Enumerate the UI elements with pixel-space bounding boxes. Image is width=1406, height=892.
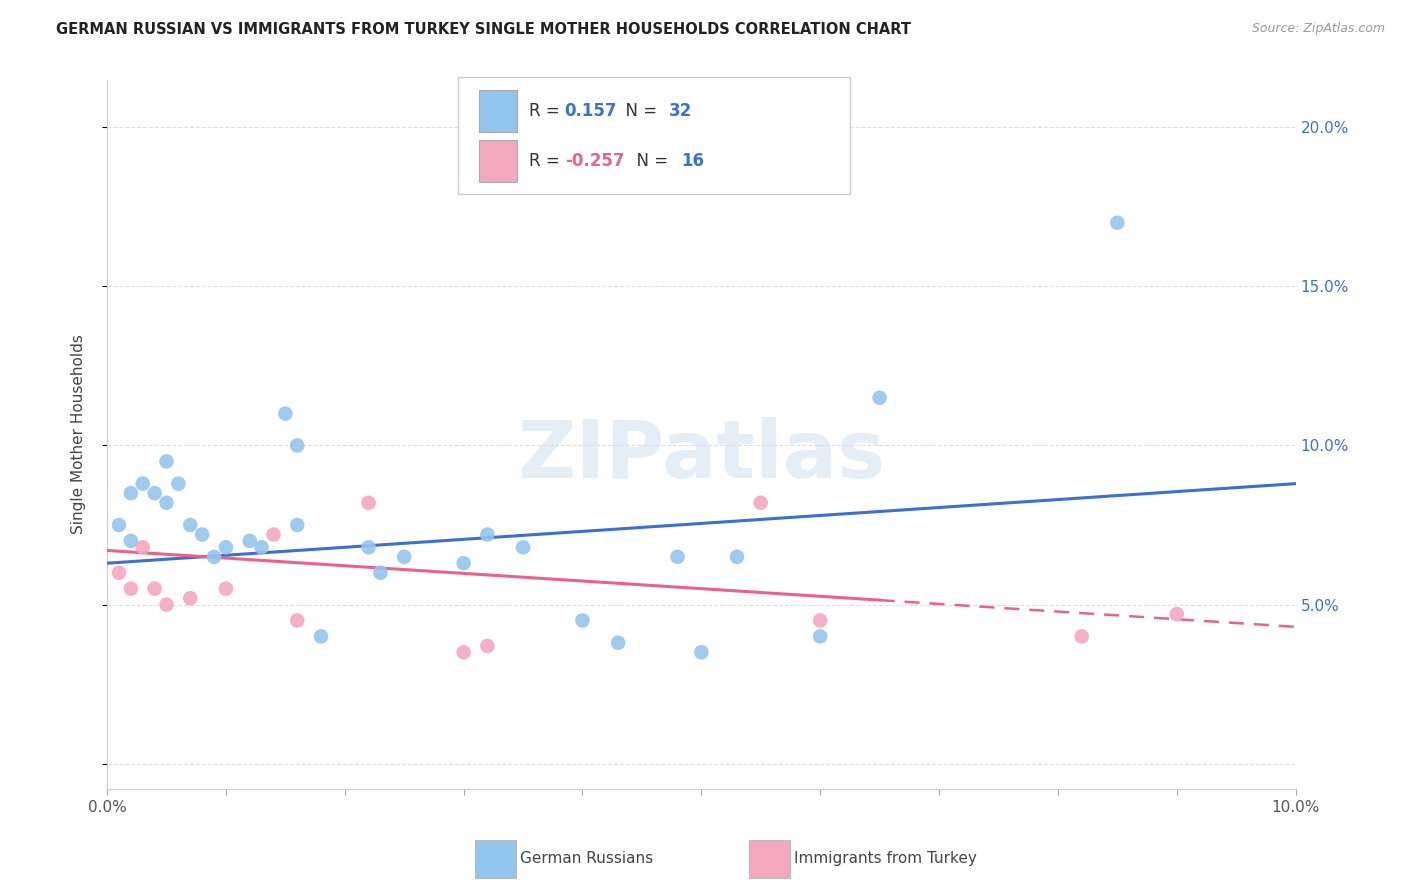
Text: 0.157: 0.157: [565, 102, 617, 120]
Point: [202, 549, 225, 564]
Point: [108, 566, 131, 580]
Point: [191, 527, 214, 541]
Point: [1070, 629, 1092, 643]
Point: [143, 582, 166, 596]
Point: [215, 541, 238, 555]
Point: [453, 556, 475, 570]
FancyBboxPatch shape: [479, 90, 517, 132]
Point: [155, 598, 177, 612]
Point: [285, 438, 308, 452]
Text: N =: N =: [614, 102, 662, 120]
Text: ZIPatlas: ZIPatlas: [517, 417, 886, 494]
Text: -0.257: -0.257: [565, 152, 624, 169]
Y-axis label: Single Mother Households: Single Mother Households: [72, 334, 86, 534]
Point: [808, 629, 831, 643]
Text: Immigrants from Turkey: Immigrants from Turkey: [794, 852, 977, 866]
Point: [808, 614, 831, 628]
Point: [666, 549, 689, 564]
Point: [155, 496, 177, 510]
Point: [120, 582, 142, 596]
Text: 16: 16: [681, 152, 704, 169]
Point: [357, 541, 380, 555]
Text: German Russians: German Russians: [520, 852, 654, 866]
Point: [120, 533, 142, 548]
Point: [132, 476, 155, 491]
Point: [453, 645, 475, 659]
Text: GERMAN RUSSIAN VS IMMIGRANTS FROM TURKEY SINGLE MOTHER HOUSEHOLDS CORRELATION CH: GERMAN RUSSIAN VS IMMIGRANTS FROM TURKEY…: [56, 22, 911, 37]
Text: R =: R =: [529, 102, 565, 120]
Point: [215, 582, 238, 596]
Point: [309, 629, 332, 643]
Point: [477, 639, 499, 653]
FancyBboxPatch shape: [458, 78, 849, 194]
Text: N =: N =: [627, 152, 673, 169]
Point: [357, 496, 380, 510]
Point: [120, 486, 142, 500]
Point: [1107, 216, 1129, 230]
Point: [108, 518, 131, 533]
Point: [143, 486, 166, 500]
Text: 32: 32: [669, 102, 693, 120]
Point: [370, 566, 392, 580]
Point: [250, 541, 273, 555]
Point: [179, 591, 201, 606]
FancyBboxPatch shape: [479, 140, 517, 182]
Text: R =: R =: [529, 152, 565, 169]
Point: [512, 541, 534, 555]
Point: [1166, 607, 1188, 621]
Point: [262, 527, 284, 541]
Point: [132, 541, 155, 555]
Point: [571, 614, 593, 628]
Point: [477, 527, 499, 541]
Point: [239, 533, 262, 548]
Point: [167, 476, 190, 491]
Point: [155, 454, 177, 468]
Point: [869, 391, 891, 405]
Point: [749, 496, 772, 510]
Point: [285, 518, 308, 533]
Text: Source: ZipAtlas.com: Source: ZipAtlas.com: [1251, 22, 1385, 36]
Point: [607, 636, 630, 650]
Point: [285, 614, 308, 628]
Point: [690, 645, 713, 659]
Point: [274, 407, 297, 421]
Point: [179, 518, 201, 533]
Point: [392, 549, 415, 564]
Point: [725, 549, 748, 564]
